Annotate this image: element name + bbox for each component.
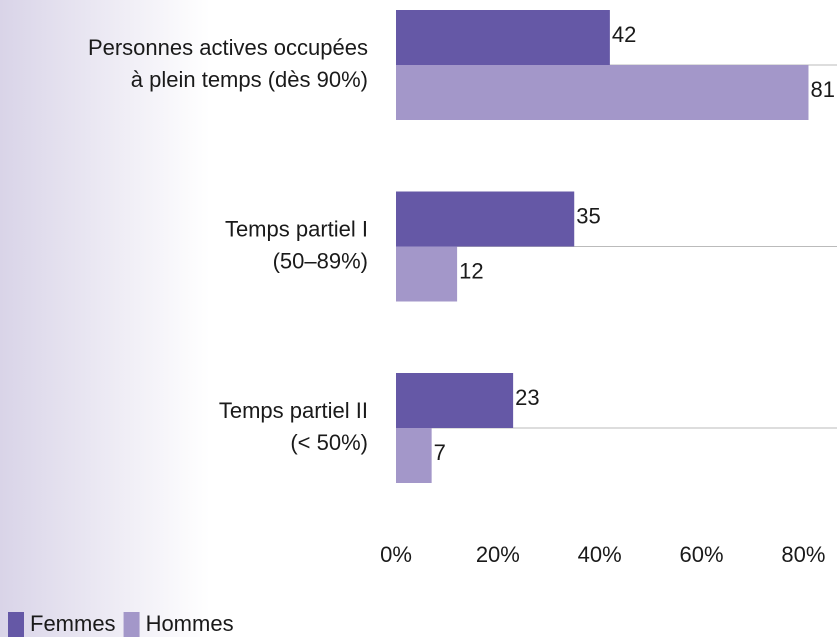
value-label: 7 xyxy=(434,440,446,465)
legend-swatch xyxy=(8,612,24,637)
value-label: 23 xyxy=(515,385,539,410)
legend-label: Femmes xyxy=(30,611,116,636)
bar xyxy=(396,10,610,65)
y-tick-label: à plein temps (dès 90%) xyxy=(131,67,368,92)
x-tick-label: 80% xyxy=(781,542,825,567)
bar xyxy=(396,373,514,428)
y-tick-label: Temps partiel II xyxy=(219,398,368,423)
x-tick-label: 60% xyxy=(680,542,724,567)
value-label: 35 xyxy=(576,203,600,228)
y-tick-label: (50–89%) xyxy=(273,248,368,273)
legend-swatch xyxy=(123,612,140,637)
x-tick-label: 0% xyxy=(380,542,412,567)
x-tick-label: 40% xyxy=(578,542,622,567)
legend-label: Hommes xyxy=(146,611,234,636)
value-label: 12 xyxy=(459,258,483,283)
x-tick-label: 20% xyxy=(476,542,520,567)
bar xyxy=(396,191,575,247)
bar xyxy=(396,65,809,120)
bar xyxy=(396,428,432,483)
y-tick-label: Temps partiel I xyxy=(225,216,368,241)
bar xyxy=(396,246,458,302)
background xyxy=(0,0,210,637)
y-tick-label: Personnes actives occupées xyxy=(88,35,368,60)
value-label: 81 xyxy=(810,77,834,102)
value-label: 42 xyxy=(612,22,636,47)
y-tick-label: (< 50%) xyxy=(290,430,368,455)
